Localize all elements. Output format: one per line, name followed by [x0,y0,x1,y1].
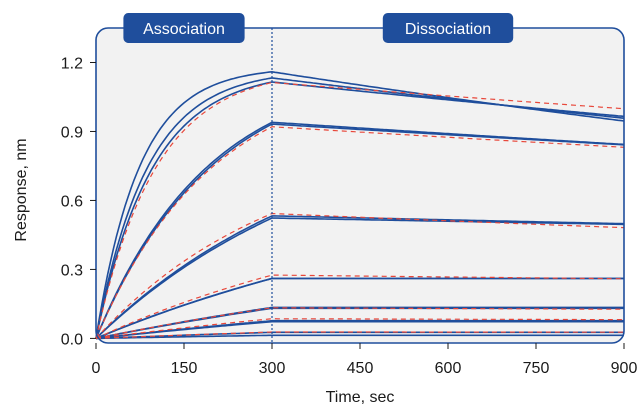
y-tick-label: 0.9 [61,124,83,141]
series-layer [95,70,625,340]
x-tick-label: 0 [92,360,101,377]
y-axis-title: Response, nm [13,138,30,241]
phase-label-box [123,13,245,43]
fit-curve [95,331,624,339]
y-tick-label: 0.0 [61,331,83,348]
fit-curve [95,81,625,339]
fit-curve [95,212,625,339]
response-curve [95,334,624,340]
plot-area [96,28,624,343]
response-curve [95,217,625,339]
phase-labels: Association Dissociation [123,13,514,43]
x-axis-title: Time, sec [326,389,395,406]
y-tick-label: 0.3 [61,262,83,279]
fit-curve [95,318,625,339]
axes: 0 150 300 450 600 750 900 0.0 0.3 0.6 0.9 1.2 [61,55,638,377]
phase-label: Association [143,21,225,38]
x-tick-label: 450 [347,360,374,377]
y-tick-label: 0.6 [61,193,83,210]
plot-background [96,28,624,343]
response-curve [95,81,625,339]
response-curve [95,123,625,339]
x-tick-label: 600 [435,360,462,377]
fit-curve [95,126,625,339]
x-tick-label: 300 [259,360,286,377]
fit-curve [95,274,625,339]
x-tick-label: 750 [523,360,550,377]
x-tick-label: 150 [171,360,198,377]
y-tick-label: 1.2 [61,55,83,72]
phase-label-box [382,13,514,43]
response-curve [95,320,624,340]
fit-curve [95,307,624,339]
x-tick-label: 900 [611,360,638,377]
phase-label: Dissociation [405,21,491,38]
response-curve [95,215,625,339]
